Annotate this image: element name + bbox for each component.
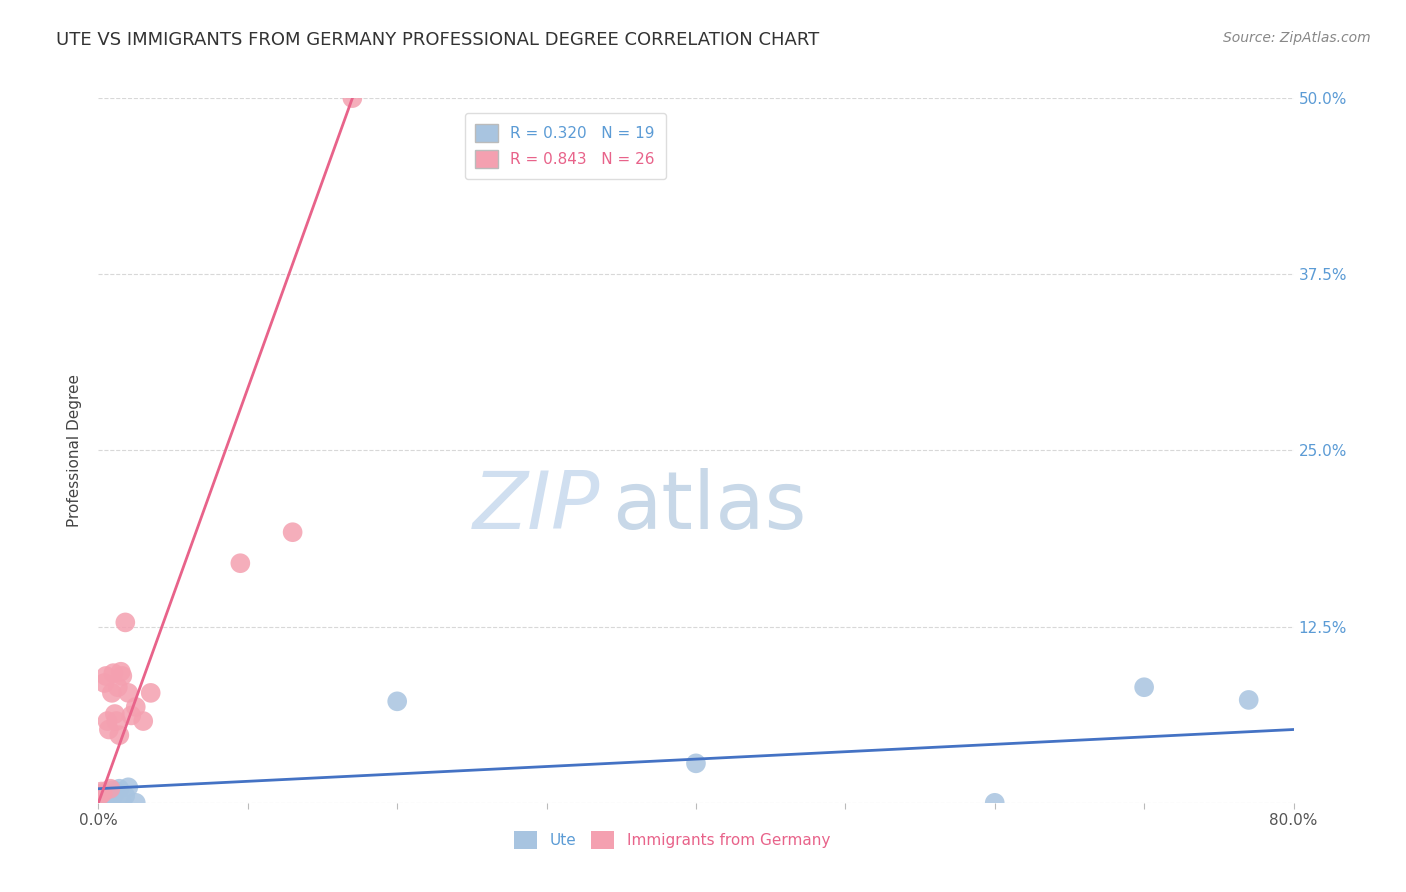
Point: [101, 686, 124, 700]
Point: [98, 781, 122, 796]
Point: [117, 686, 139, 700]
Point: [111, 796, 134, 810]
Point: [96, 794, 118, 808]
Text: Source: ZipAtlas.com: Source: ZipAtlas.com: [1223, 31, 1371, 45]
Point: [117, 780, 139, 795]
Point: [1133, 680, 1156, 694]
Text: UTE VS IMMIGRANTS FROM GERMANY PROFESSIONAL DEGREE CORRELATION CHART: UTE VS IMMIGRANTS FROM GERMANY PROFESSIO…: [56, 31, 820, 49]
Point: [342, 91, 364, 105]
Point: [104, 786, 127, 800]
Point: [114, 615, 136, 630]
Point: [96, 714, 118, 728]
Point: [110, 665, 132, 679]
Point: [385, 694, 409, 708]
Point: [107, 680, 129, 694]
Point: [89, 789, 111, 803]
Point: [111, 669, 134, 683]
Point: [120, 708, 142, 723]
Point: [685, 756, 707, 771]
Text: atlas: atlas: [613, 467, 807, 546]
Point: [90, 790, 112, 805]
Point: [89, 788, 111, 802]
Point: [94, 796, 117, 810]
Point: [91, 786, 114, 800]
Point: [103, 666, 125, 681]
Point: [132, 714, 155, 728]
Point: [98, 790, 122, 805]
Point: [139, 686, 162, 700]
Point: [97, 723, 120, 737]
Y-axis label: Professional Degree: Professional Degree: [67, 374, 83, 527]
Point: [1237, 693, 1260, 707]
Point: [114, 789, 136, 803]
Point: [104, 706, 127, 721]
Text: ZIP: ZIP: [472, 467, 600, 546]
Point: [94, 669, 117, 683]
Legend: Ute, Immigrants from Germany: Ute, Immigrants from Germany: [505, 822, 839, 859]
Point: [93, 676, 115, 690]
Point: [108, 781, 131, 796]
Point: [101, 793, 124, 807]
Point: [105, 784, 128, 798]
Point: [90, 784, 112, 798]
Point: [229, 556, 252, 570]
Point: [103, 783, 125, 797]
Point: [984, 796, 1007, 810]
Point: [105, 714, 128, 728]
Point: [281, 525, 304, 540]
Point: [125, 796, 148, 810]
Point: [91, 793, 114, 807]
Point: [97, 796, 120, 810]
Point: [93, 796, 115, 810]
Point: [125, 700, 148, 714]
Point: [108, 728, 131, 742]
